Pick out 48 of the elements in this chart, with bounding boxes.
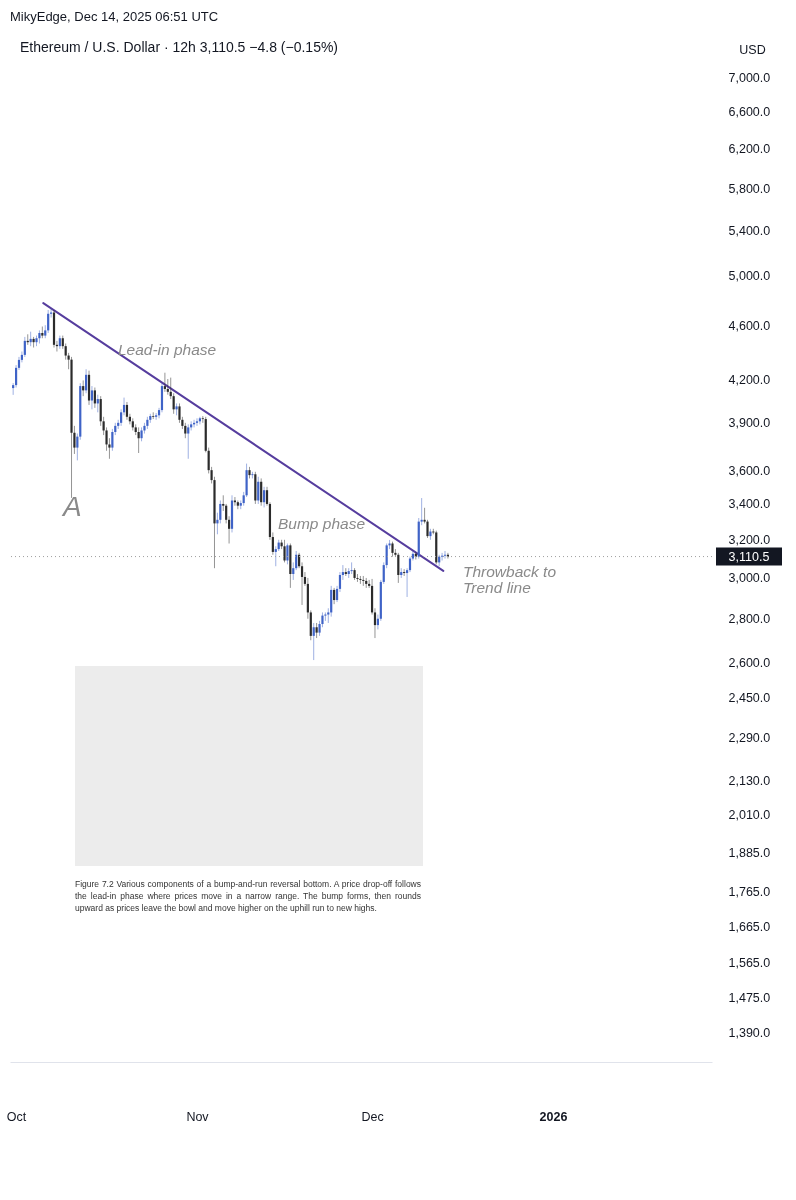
y-tick-label: 2,800.0 (728, 612, 771, 627)
candlestick (324, 611, 327, 622)
y-tick-label: 4,600.0 (728, 318, 771, 333)
y-tick-label: 3,600.0 (728, 463, 771, 478)
text: MikyEdge, Dec 14, 2025 06:51 UTC (10, 9, 219, 24)
x-tick-label: Nov (186, 1109, 210, 1124)
candlestick (443, 550, 447, 560)
x-tick-label: 2026 (539, 1109, 568, 1124)
y-tick-label: 1,665.0 (728, 919, 771, 934)
y-tick-label: 4,200.0 (728, 372, 771, 387)
y-tick-label: 7,000.0 (728, 70, 771, 85)
y-tick-label: 2,290.0 (728, 731, 771, 746)
x-tick-label: Dec (361, 1109, 384, 1124)
candlestick (350, 561, 353, 575)
annotation: Bump phase (278, 515, 366, 532)
y-tick-label: 5,000.0 (728, 269, 771, 284)
y-tick-label: 3,200.0 (728, 533, 771, 548)
y-tick-label: 2,010.0 (728, 808, 771, 823)
y-tick-label: 6,200.0 (728, 142, 771, 157)
y-tick-label: 1,390.0 (728, 1026, 771, 1041)
candlestick (368, 579, 371, 589)
y-tick-label: 1,475.0 (728, 991, 771, 1006)
candlestick (155, 412, 158, 421)
y-tick-label: 2,600.0 (728, 656, 771, 671)
y-tick-label: 2,450.0 (728, 691, 771, 706)
y-tick-label: 3,000.0 (728, 571, 771, 586)
y-tick-label: 2,130.0 (728, 773, 771, 788)
candlestick (341, 564, 344, 581)
y-tick-label: 5,400.0 (728, 223, 771, 238)
y-tick-label: 1,765.0 (728, 885, 771, 900)
ref-line-label: 3,110.5 (728, 549, 770, 564)
y-tick-label: 3,900.0 (728, 416, 771, 431)
annotation: Figure 7.2 Various components of a bump-and-run reversal bottom. A price drop-off follows the lead-in phase where prices move in a narrow range. The bump forms, then rounds upward as prices leave the bowl and move higher on the uphill run to new highs. (75, 878, 421, 914)
y-tick-label: 1,885.0 (728, 846, 771, 861)
y-tick-label: 5,800.0 (728, 181, 771, 196)
candlestick (303, 571, 307, 587)
y-tick-label: 3,400.0 (728, 497, 771, 512)
candlestick (157, 407, 161, 419)
y-tick-label: 1,565.0 (728, 956, 771, 971)
y-axis-title: USD (739, 42, 766, 57)
y-tick-label: 6,600.0 (728, 105, 771, 120)
chart-title: Ethereum / U.S. Dollar · 12h 3,110.5 −4.8 (−0.15%) (20, 39, 339, 55)
candlestick (20, 351, 24, 363)
x-tick-label: Oct (6, 1109, 27, 1124)
annotation: Throwback to Trend line (463, 563, 557, 596)
candlestick (233, 496, 237, 507)
annotation: Lead-in phase (117, 340, 217, 358)
annotation: A (63, 491, 82, 522)
